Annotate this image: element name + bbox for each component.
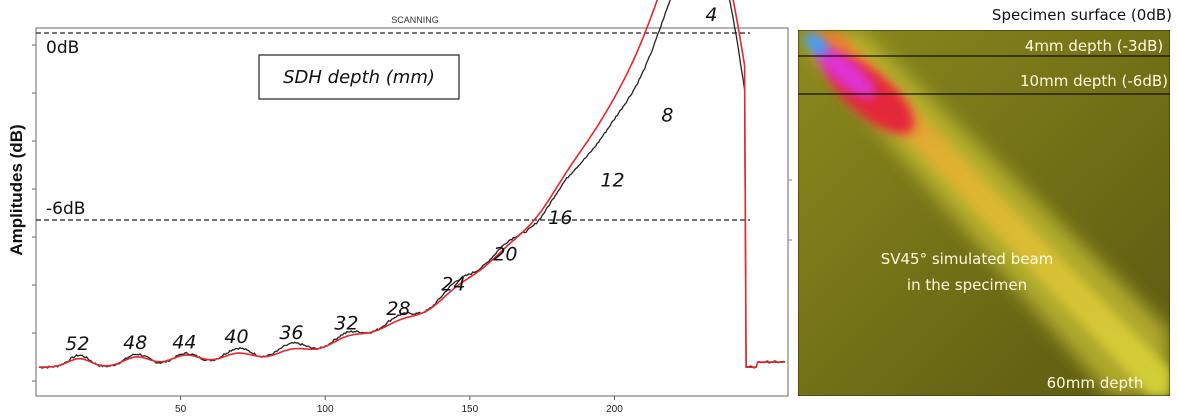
beam-peak-zone: [814, 45, 876, 99]
chart-title: SCANNING: [391, 15, 439, 25]
peak-depth-label: 8: [661, 105, 673, 127]
x-tick-label: 150: [462, 404, 479, 415]
bottom-depth-label: 60mm depth: [1047, 374, 1144, 392]
peak-depth-label: 12: [600, 169, 624, 191]
zero-db-label: 0dB: [46, 38, 79, 58]
beam-origin: [804, 33, 828, 55]
depth10-label: 10mm depth (-6dB): [1020, 72, 1168, 90]
peak-depth-label: 44: [172, 331, 196, 353]
amplitude-chart: SCANNING 0dB -6dB SDH depth (mm) Amplitu…: [7, 0, 792, 415]
peak-depth-label: 4: [705, 4, 717, 26]
peak-depth-label: 40: [224, 326, 248, 348]
x-tick-label: 200: [606, 404, 623, 415]
x-axis-ticks: 50 100 150 200: [175, 396, 623, 415]
peak-depth-label: 48: [123, 332, 147, 354]
peak-depth-label: 36: [279, 322, 303, 344]
peak-depth-label: 24: [441, 273, 465, 295]
y-axis-title: Amplitudes (dB): [7, 124, 26, 255]
peak-depth-label: 52: [65, 333, 89, 355]
x-tick-label: 100: [317, 404, 334, 415]
peak-depth-label: 28: [386, 298, 410, 320]
minus6-db-label: -6dB: [46, 199, 85, 219]
peak-depth-labels: 52 48 44 40 36 32 28 24 20 16 12 8 4: [65, 4, 717, 355]
x-tick-label: 50: [175, 404, 187, 415]
peak-depth-label: 16: [548, 207, 572, 229]
beam-caption-line1: SV45° simulated beam: [881, 250, 1054, 268]
depth4-label: 4mm depth (-3dB): [1025, 37, 1163, 55]
beam-heatmap: Specimen surface (0dB) 4mm depth (-3dB) …: [798, 6, 1172, 396]
surface-label: Specimen surface (0dB): [992, 6, 1172, 24]
sdh-depth-box: [258, 54, 460, 100]
beam-caption-line2: in the specimen: [907, 276, 1027, 294]
simulated-series-line: [38, 0, 786, 368]
peak-depth-label: 20: [493, 243, 517, 265]
y-axis-ticks: [32, 44, 36, 382]
peak-depth-label: 32: [334, 313, 358, 335]
sdh-depth-box-text: SDH depth (mm): [283, 67, 435, 88]
